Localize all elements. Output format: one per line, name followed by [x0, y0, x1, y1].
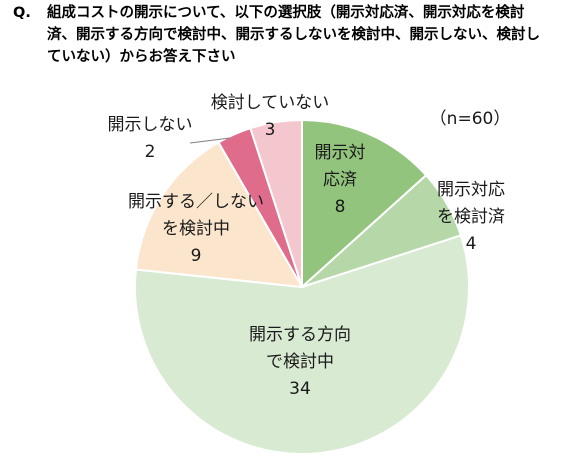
slice-category-label-3: を検討中	[162, 219, 230, 239]
slice-category-label-0: 開示対	[315, 143, 366, 163]
question-text: 組成コストの開示について、以下の選択肢（開示対応済、開示対応を検討済、開示する方…	[47, 5, 540, 65]
pie-slice-5	[249, 118, 303, 288]
slice-value-label-0: 8	[335, 197, 346, 217]
pie-slice-0	[301, 118, 428, 290]
pie-slices	[134, 118, 470, 455]
pie-labels: 開示対応済 8 開示対応を検討済 4 開示する方向で検討中 34 開示する／しないを検討中 9…	[108, 93, 506, 399]
question-heading: Q. 組成コストの開示について、以下の選択肢（開示対応済、開示対応を検討済、開示…	[13, 2, 553, 68]
pie-slice-3	[134, 141, 304, 289]
slice-category-label-1: 開示対応	[437, 180, 505, 200]
pie-slice-2	[134, 234, 470, 455]
slice-category-label-1: を検討済	[437, 207, 505, 227]
leader-line-small-slice	[189, 137, 231, 144]
slice-value-label-1: 4	[466, 234, 477, 254]
slice-category-label-2: で検討中	[266, 352, 334, 372]
sample-size-note: （n=60）	[430, 109, 511, 129]
slice-value-label-5: 3	[265, 120, 276, 140]
slice-value-label-4: 2	[145, 142, 156, 162]
question-prefix: Q.	[13, 5, 31, 21]
slice-category-label-3: 開示する／しない	[128, 192, 264, 212]
slice-value-label-3: 9	[191, 246, 202, 266]
slice-category-label-0: 応済	[323, 170, 357, 190]
slice-category-label-4: 開示しない	[108, 115, 193, 135]
slice-category-label-2: 開示する方向	[249, 325, 351, 345]
slice-value-label-2: 34	[289, 379, 311, 399]
slice-category-label-5: 検討していない	[211, 93, 330, 113]
